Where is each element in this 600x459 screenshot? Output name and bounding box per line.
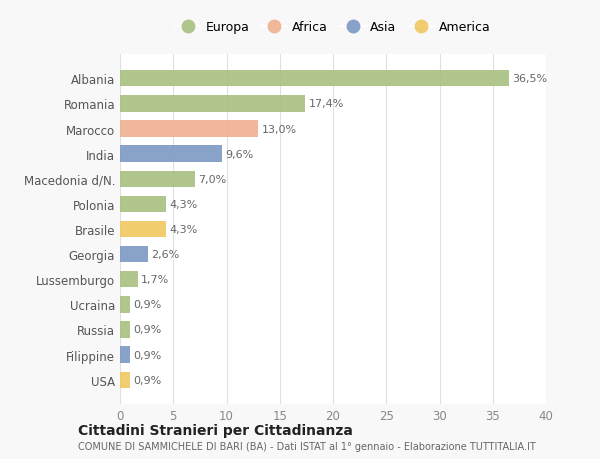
Bar xyxy=(120,221,166,238)
Text: 0,9%: 0,9% xyxy=(133,300,161,310)
Legend: Europa, Africa, Asia, America: Europa, Africa, Asia, America xyxy=(170,16,496,39)
Text: COMUNE DI SAMMICHELE DI BARI (BA) - Dati ISTAT al 1° gennaio - Elaborazione TUTT: COMUNE DI SAMMICHELE DI BARI (BA) - Dati… xyxy=(78,441,536,451)
Bar xyxy=(120,246,148,263)
Text: Cittadini Stranieri per Cittadinanza: Cittadini Stranieri per Cittadinanza xyxy=(78,423,353,437)
Text: 0,9%: 0,9% xyxy=(133,325,161,335)
Text: 17,4%: 17,4% xyxy=(308,99,344,109)
Text: 9,6%: 9,6% xyxy=(226,149,254,159)
Text: 1,7%: 1,7% xyxy=(142,274,170,285)
Bar xyxy=(120,347,130,363)
Text: 0,9%: 0,9% xyxy=(133,375,161,385)
Bar xyxy=(120,171,194,188)
Text: 2,6%: 2,6% xyxy=(151,250,179,259)
Bar xyxy=(120,322,130,338)
Bar xyxy=(120,297,130,313)
Text: 7,0%: 7,0% xyxy=(198,174,226,185)
Text: 0,9%: 0,9% xyxy=(133,350,161,360)
Bar xyxy=(120,71,509,87)
Bar xyxy=(120,121,259,137)
Bar xyxy=(120,96,305,112)
Text: 4,3%: 4,3% xyxy=(169,224,197,235)
Text: 36,5%: 36,5% xyxy=(512,74,547,84)
Bar xyxy=(120,146,222,162)
Bar xyxy=(120,196,166,213)
Bar xyxy=(120,372,130,388)
Text: 4,3%: 4,3% xyxy=(169,200,197,209)
Bar xyxy=(120,271,138,288)
Text: 13,0%: 13,0% xyxy=(262,124,297,134)
